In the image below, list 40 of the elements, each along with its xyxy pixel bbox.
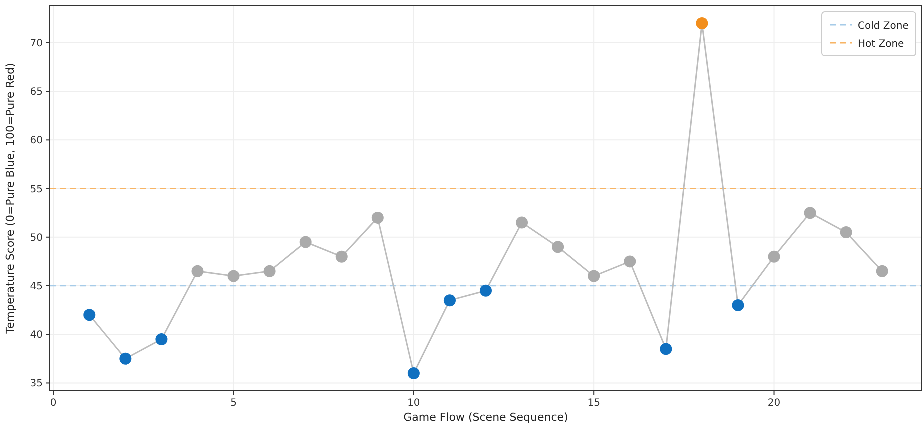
y-tick-label: 50 [30, 232, 43, 244]
point [624, 256, 636, 268]
point [588, 270, 600, 282]
point [732, 299, 744, 312]
x-tick-label: 10 [408, 398, 420, 409]
x-axis-title: Game Flow (Scene Sequence) [404, 411, 568, 424]
point [804, 207, 816, 220]
point [876, 265, 888, 278]
point [660, 343, 672, 356]
point [516, 216, 528, 229]
point [768, 250, 780, 263]
point [156, 333, 168, 346]
y-tick-label: 60 [30, 136, 43, 147]
point [264, 265, 276, 278]
x-tick-label: 0 [50, 398, 57, 409]
point [444, 294, 456, 307]
point [552, 241, 564, 254]
x-tick-label: 15 [588, 398, 600, 409]
y-tick-label: 70 [30, 38, 43, 50]
x-tick-label: 5 [230, 398, 237, 409]
x-tick-label: 20 [768, 398, 781, 409]
point [228, 270, 240, 282]
y-tick-label: 35 [30, 378, 43, 390]
point [336, 250, 348, 263]
point [840, 226, 852, 239]
point [480, 284, 492, 297]
point [120, 352, 132, 365]
point [408, 368, 420, 380]
legend-label: Cold Zone [858, 21, 909, 32]
y-tick-label: 65 [30, 87, 43, 98]
point [192, 265, 204, 278]
point [84, 309, 96, 322]
y-tick-label: 45 [30, 282, 43, 292]
y-tick-label: 40 [30, 330, 43, 342]
point [372, 212, 384, 224]
y-axis-title: Temperature Score (0=Pure Blue, 100=Pure Red) [4, 63, 17, 335]
y-tick-label: 55 [30, 184, 43, 196]
legend-label: Hot Zone [858, 39, 904, 50]
point [696, 18, 708, 30]
point [300, 236, 312, 248]
